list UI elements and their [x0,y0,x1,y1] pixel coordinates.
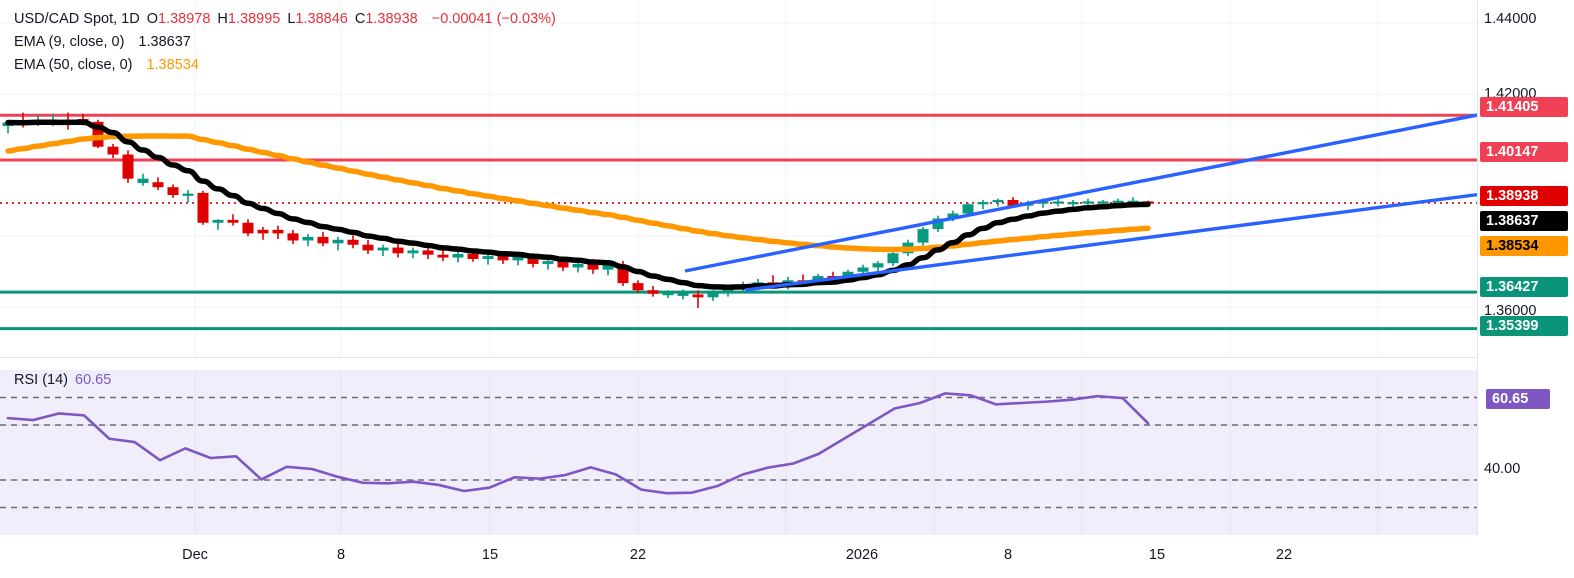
ema50-line [5,133,1151,253]
candle-body [317,236,329,244]
price-badge-last-price[interactable]: 1.38938 [1480,186,1568,206]
time-axis-label: 8 [336,547,346,563]
candle-body [272,229,284,234]
candle-body [422,250,434,255]
candle-body [107,146,119,155]
price-badge-resistance-2[interactable]: 1.40147 [1480,142,1568,162]
candle-body [872,263,884,268]
candle-body [437,254,449,258]
candle-body [1127,200,1139,203]
candle-body [227,219,239,223]
ema9-line [5,119,1151,290]
candle-body [257,229,269,234]
candle-body [527,256,539,264]
candle-body [677,293,689,296]
price-badge-rsi-value[interactable]: 60.65 [1486,389,1550,409]
price-badge-ema50[interactable]: 1.38534 [1480,236,1568,256]
trendline-upper-channel [684,113,1477,273]
candle-body [857,267,869,272]
time-axis-label: 22 [1275,547,1293,563]
candle-body [242,222,254,234]
rsi-tick: 40.00 [1484,461,1521,477]
candle-body [377,247,389,251]
candle-body [1097,201,1109,204]
candle-body [947,213,959,219]
trendline-lower-channel [744,192,1477,292]
candle-body [332,239,344,244]
candle-body [497,256,509,261]
candle-body [197,192,209,223]
rsi-pane[interactable] [0,370,1477,535]
candle-body [992,199,1004,203]
candle-body [482,256,494,259]
price-badge-support-2[interactable]: 1.35399 [1480,316,1568,336]
candle-body [572,263,584,268]
candle-body [632,283,644,291]
candle-body [122,154,134,179]
candle-body [917,229,929,243]
time-axis-label: 15 [1148,547,1166,563]
rsi-legend-value: 60.65 [75,372,112,388]
rsi-label: RSI (14) [14,372,68,388]
candle-body [212,219,224,223]
candle-body [392,247,404,254]
candle-body [362,244,374,251]
candle-body [587,263,599,270]
candle-body [692,294,704,298]
candle-body [542,261,554,264]
candle-body [302,236,314,241]
price-chart-pane[interactable] [0,0,1477,357]
candle-body [287,233,299,241]
candle-body [1007,199,1019,206]
candle-body [152,182,164,188]
candle-body [1052,201,1064,204]
candle-body [512,256,524,261]
candle-body [1037,201,1049,204]
time-axis-label: 2026 [845,547,879,563]
candle-body [452,253,464,258]
price-badge-support-1[interactable]: 1.36427 [1480,277,1568,297]
price-chart-svg [0,0,1477,357]
time-axis-label: 22 [629,547,647,563]
price-tick: 1.36000 [1484,303,1537,319]
candle-body [407,250,419,254]
price-badge-resistance-1[interactable]: 1.41405 [1480,97,1568,117]
candle-body [662,293,674,296]
rsi-line [6,392,1150,495]
candle-body [977,202,989,205]
candle-body [347,239,359,245]
price-tick: 1.44000 [1484,11,1537,27]
candle-body [962,204,974,214]
candle-body [182,193,194,196]
price-scale[interactable]: 1.44000 1.42000 1.36000 40.00 1.41405 1.40147… [1478,0,1574,578]
candle-body [602,265,614,270]
time-axis-label: Dec [182,547,208,563]
rsi-chart-svg [0,370,1477,535]
candle-body [722,288,734,292]
candle-body [647,290,659,294]
time-axis-label: 8 [1003,547,1013,563]
time-axis-label: 15 [481,547,499,563]
candle-body [887,253,899,264]
price-scale-separator [1477,0,1478,535]
price-badge-ema9[interactable]: 1.38637 [1480,211,1568,231]
candle-body [1112,200,1124,203]
candle-body [137,178,149,183]
rsi-legend: RSI (14) 60.65 [14,372,111,388]
candle-body [557,261,569,268]
candle-body [1082,201,1094,204]
candle-body [617,265,629,284]
candle-body [467,253,479,259]
candle-body [167,187,179,196]
candle-body [92,121,104,147]
candle-body [932,218,944,230]
candle-body [707,291,719,298]
candle-body [1067,202,1079,205]
pane-separator-top [0,357,1574,358]
time-axis[interactable]: Dec 8 15 22 2026 8 15 22 [0,535,1477,578]
